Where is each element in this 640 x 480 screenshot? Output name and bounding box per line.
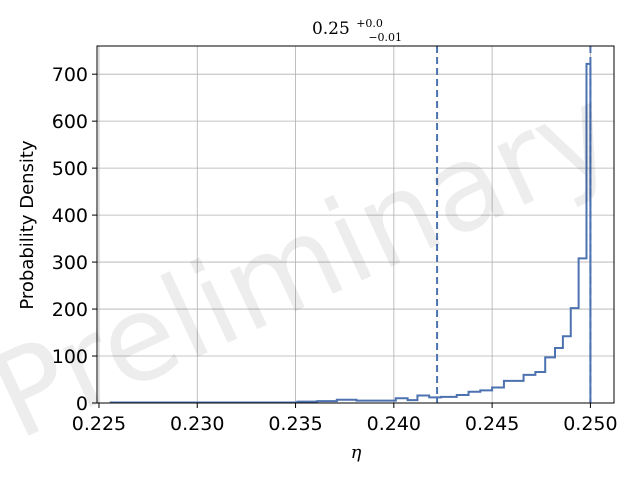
x-tick-label: 0.225 [72, 413, 126, 435]
y-tick-label: 400 [52, 205, 88, 227]
x-tick-label: 0.245 [465, 413, 519, 435]
title-sub: −0.01 [368, 31, 402, 44]
x-tick-label: 0.230 [170, 413, 224, 435]
y-ticks: 0 100 200 300 400 500 600 700 [52, 64, 97, 415]
watermark: Preliminary [0, 60, 634, 467]
y-tick-label: 500 [52, 158, 88, 180]
y-axis-label: Probability Density [17, 140, 38, 310]
y-tick-label: 200 [52, 299, 88, 321]
x-tick-label: 0.240 [367, 413, 421, 435]
plot-frame [96, 45, 615, 404]
y-tick-label: 300 [52, 252, 88, 274]
histogram-step-line [109, 62, 592, 404]
y-tick-label: 100 [52, 346, 88, 368]
title-sup: +0.0 [356, 17, 383, 30]
chart-title: 0.25 +0.0 −0.01 [312, 12, 402, 44]
x-axis-label: η [351, 442, 362, 463]
x-tick-label: 0.250 [563, 413, 617, 435]
reference-lines [436, 46, 592, 403]
histogram-series [109, 62, 592, 404]
y-tick-label: 600 [52, 111, 88, 133]
x-ticks: 0.225 0.230 0.235 0.240 0.245 0.250 [72, 403, 618, 435]
title-base: 0.25 [312, 19, 350, 39]
x-tick-label: 0.235 [268, 413, 322, 435]
y-tick-label: 0 [76, 393, 88, 415]
y-tick-label: 700 [52, 64, 88, 86]
